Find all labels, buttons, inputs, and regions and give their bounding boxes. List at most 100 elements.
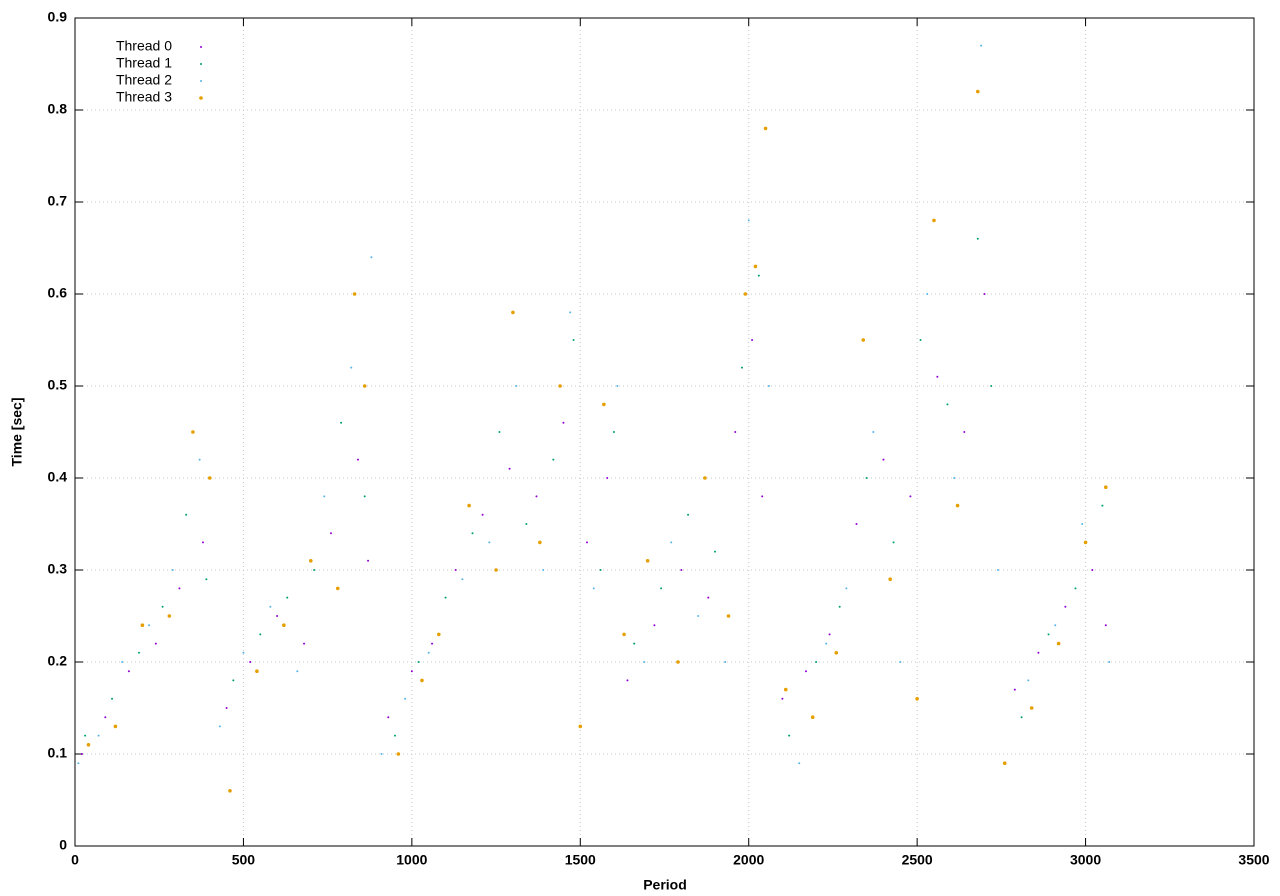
point: [592, 587, 595, 590]
point: [1002, 761, 1007, 765]
point: [494, 568, 498, 572]
point: [828, 633, 831, 636]
point: [1081, 523, 1084, 525]
point: [602, 402, 606, 407]
point: [198, 458, 201, 461]
point: [980, 44, 983, 47]
point: [323, 495, 326, 498]
point: [888, 577, 892, 581]
point: [747, 219, 750, 222]
point: [249, 661, 252, 663]
point: [340, 421, 343, 424]
point: [444, 596, 447, 599]
point: [77, 762, 80, 765]
y-axis-label: Time [sec]: [9, 398, 25, 467]
point: [612, 431, 615, 433]
point: [578, 724, 583, 729]
point: [410, 670, 413, 673]
x-tick-label: 500: [232, 852, 256, 868]
point: [207, 476, 212, 480]
point: [309, 559, 313, 563]
point: [511, 310, 515, 315]
point: [167, 614, 172, 618]
point: [626, 679, 629, 682]
point: [703, 476, 707, 480]
point: [154, 642, 157, 645]
point: [498, 431, 501, 433]
point: [1027, 679, 1030, 682]
point: [1013, 688, 1016, 691]
point: [919, 339, 922, 341]
point: [542, 569, 545, 571]
point: [113, 724, 118, 729]
point: [1104, 624, 1107, 627]
point: [191, 430, 195, 434]
point: [111, 697, 114, 700]
legend-marker: [200, 80, 202, 82]
point: [296, 670, 299, 673]
point: [680, 569, 683, 571]
y-tick-label: 0.7: [48, 193, 68, 209]
point: [1037, 651, 1040, 654]
point: [606, 477, 609, 479]
y-tick-label: 0: [59, 837, 67, 853]
point: [1056, 641, 1061, 646]
point: [242, 651, 245, 654]
point: [515, 385, 518, 387]
point: [232, 679, 235, 682]
point: [161, 605, 164, 608]
y-tick-label: 0.8: [48, 101, 68, 117]
point: [259, 633, 262, 636]
x-axis-label: Period: [643, 877, 687, 893]
point: [761, 495, 764, 498]
point: [335, 586, 340, 591]
point: [97, 734, 100, 737]
point: [185, 513, 188, 516]
point: [276, 615, 279, 617]
point: [1091, 569, 1094, 571]
point: [915, 697, 919, 701]
point: [783, 687, 788, 692]
point: [763, 126, 768, 131]
point: [622, 632, 626, 637]
point: [86, 743, 91, 747]
point: [1083, 540, 1088, 545]
point: [303, 642, 306, 645]
point: [734, 431, 737, 433]
point: [781, 697, 784, 700]
point: [1103, 485, 1108, 490]
point: [417, 661, 420, 663]
point: [178, 587, 181, 590]
point: [362, 384, 367, 388]
point: [810, 715, 815, 719]
point: [865, 477, 868, 479]
point: [552, 458, 555, 461]
point: [255, 669, 259, 673]
point: [481, 513, 484, 516]
point: [899, 661, 902, 663]
point: [633, 642, 636, 645]
point: [975, 89, 980, 94]
point: [558, 384, 562, 388]
point: [586, 541, 589, 544]
point: [804, 670, 807, 673]
point: [798, 762, 801, 765]
point: [538, 540, 542, 545]
x-tick-label: 2500: [902, 852, 933, 868]
point: [330, 532, 333, 535]
point: [855, 523, 858, 525]
point: [140, 623, 145, 627]
point: [396, 752, 401, 756]
point: [205, 578, 208, 581]
point: [286, 596, 289, 599]
point: [138, 651, 141, 654]
point: [1054, 624, 1057, 627]
y-tick-label: 0.5: [48, 377, 68, 393]
point: [872, 431, 875, 433]
point: [714, 550, 717, 553]
point: [983, 293, 986, 295]
point: [431, 642, 434, 645]
x-tick-label: 3000: [1070, 852, 1101, 868]
point: [953, 477, 956, 479]
plot-frame: [74, 17, 1255, 847]
